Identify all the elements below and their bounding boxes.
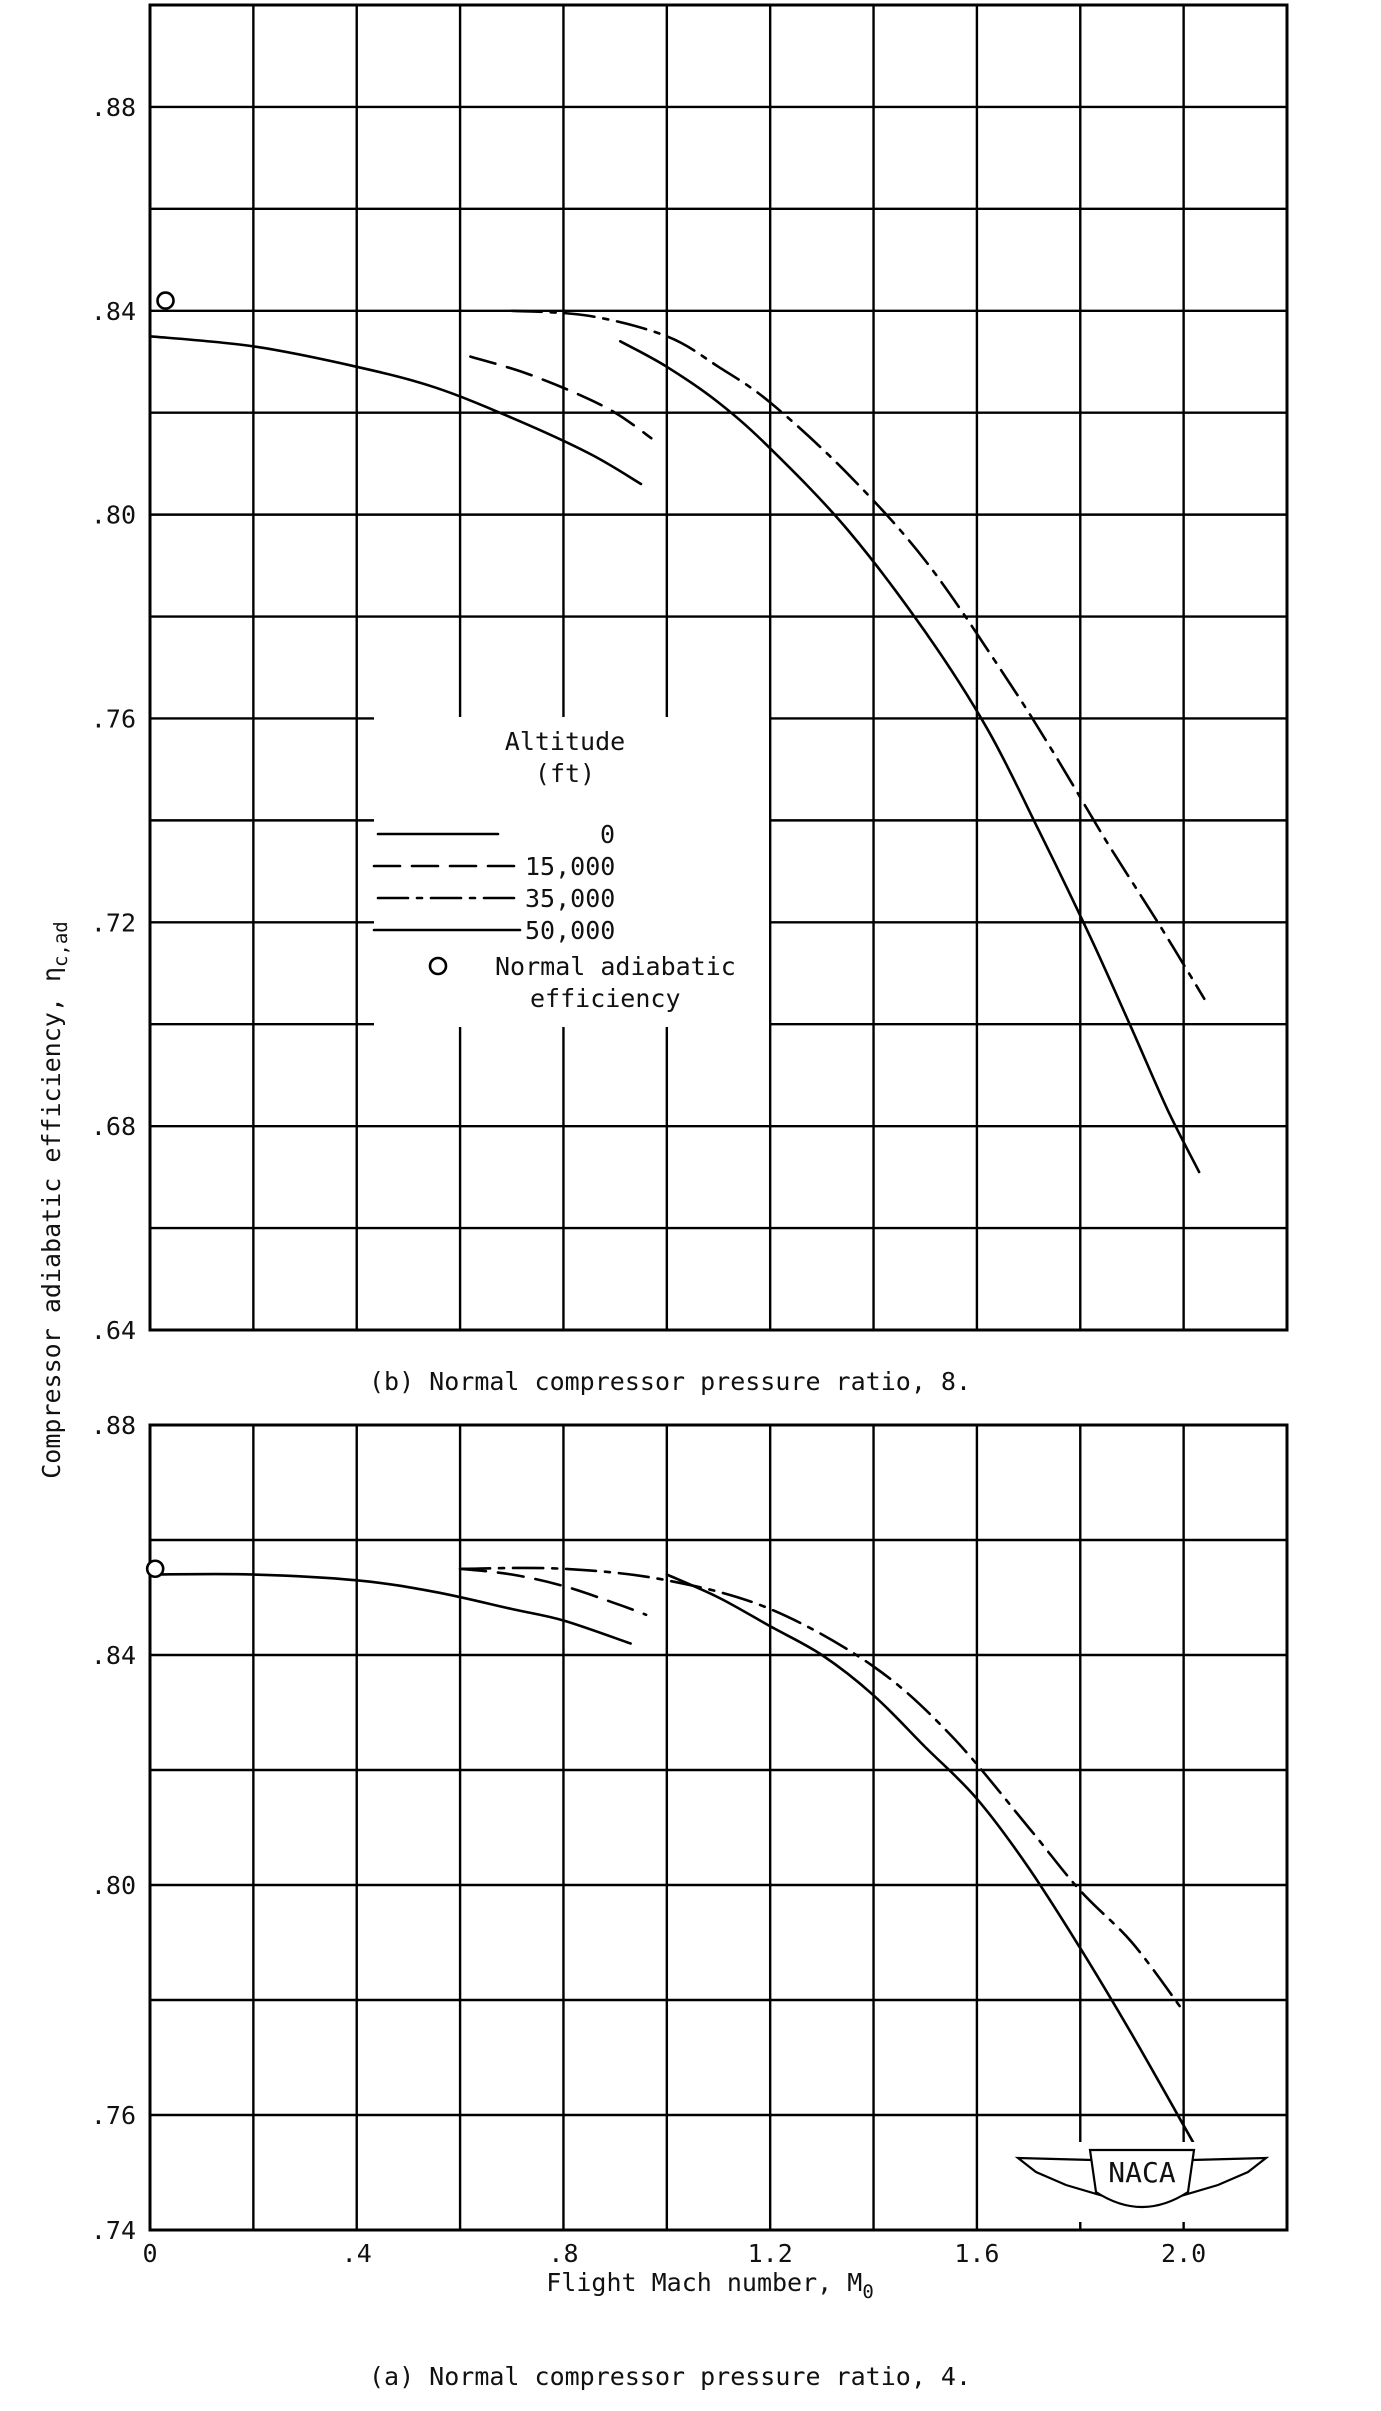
legend-label-35000: 35,000 [525, 884, 615, 913]
chart-a-y-tick-label-3: .84 [91, 1641, 136, 1670]
legend-title-line2: (ft) [535, 759, 595, 788]
legend-label-0: 0 [600, 820, 615, 849]
caption-b: (b) Normal compressor pressure ratio, 8. [369, 1367, 971, 1396]
chart-b-y-tick-label-3: .76 [91, 704, 136, 733]
legend-marker-label-line2: efficiency [530, 984, 681, 1013]
chart-a-x-tick-label-1: .4 [342, 2239, 372, 2268]
chart-a-x-tick-label-5: 2.0 [1161, 2239, 1206, 2268]
chart-a-x-tick-label-4: 1.6 [954, 2239, 999, 2268]
chart-b-y-tick-label-4: .80 [91, 501, 136, 530]
chart-a-series-0 [148, 1572, 632, 1645]
chart-a-y-tick-label-1: .76 [91, 2101, 136, 2130]
caption-a: (a) Normal compressor pressure ratio, 4. [369, 2362, 971, 2391]
chart-a-y-tick-label-2: .80 [91, 1871, 136, 1900]
chart-a-normal-efficiency-marker [145, 1559, 165, 1579]
chart-a-x-tick-label-2: .8 [548, 2239, 578, 2268]
naca-logo-left-wing [1014, 2156, 1102, 2197]
legend-label-50000: 50,000 [525, 916, 615, 945]
chart-b-normal-efficiency-marker [156, 291, 175, 310]
naca-logo-text: NACA [1108, 2156, 1176, 2189]
naca-logo: NACA [1012, 2142, 1272, 2222]
chart-a: .74 .76 .80 .84 .88 0 .4 .8 1.2 1.6 2.0 [91, 1411, 1289, 2268]
legend: Altitude (ft) 0 15,000 35,000 50,000 Nor… [372, 717, 769, 1027]
naca-logo-right-wing [1182, 2156, 1270, 2197]
chart-b-y-tick-label-0: .64 [91, 1316, 136, 1345]
naca-logo-body [1088, 2148, 1196, 2208]
chart-b-y-tick-label-1: .68 [91, 1112, 136, 1141]
chart-a-series-35000 [458, 1566, 1185, 2013]
chart-a-y-tick-label-0: .74 [91, 2216, 136, 2245]
chart-b-series-35000 [510, 309, 1206, 1001]
chart-b-series-0 [148, 335, 643, 486]
chart-b: .64 .68 .72 .76 .80 .84 .88 [91, 3, 1289, 1345]
chart-b-y-tick-label-2: .72 [91, 908, 136, 937]
chart-b-y-tick-label-5: .84 [91, 297, 136, 326]
chart-a-series-50000 [665, 1573, 1196, 2146]
chart-b-series-15000 [469, 355, 653, 440]
chart-a-x-tick-label-0: 0 [142, 2239, 157, 2268]
chart-a-y-tick-label-4: .88 [91, 1411, 136, 1440]
legend-marker-label-line1: Normal adiabatic [495, 952, 736, 981]
x-axis-title-subscript: 0 [862, 2281, 873, 2303]
chart-b-y-tick-label-6: .88 [91, 93, 136, 122]
chart-a-series-15000 [458, 1567, 648, 1617]
x-axis-title: Flight Mach number, M0 [546, 2268, 874, 2303]
y-axis-title-subscript: c,ad [50, 921, 72, 967]
legend-label-15000: 15,000 [525, 852, 615, 881]
chart-b-plot-frame [148, 3, 1289, 1332]
y-axis-title: Compressor adiabatic efficiency, ηc,ad [37, 921, 72, 1479]
legend-title-line1: Altitude [505, 727, 625, 756]
legend-marker-circle [428, 956, 448, 976]
chart-b-series-50000 [619, 340, 1201, 1174]
chart-a-x-tick-label-3: 1.2 [748, 2239, 793, 2268]
chart-a-plot-frame [148, 1423, 1289, 2232]
legend-background [374, 717, 769, 1027]
